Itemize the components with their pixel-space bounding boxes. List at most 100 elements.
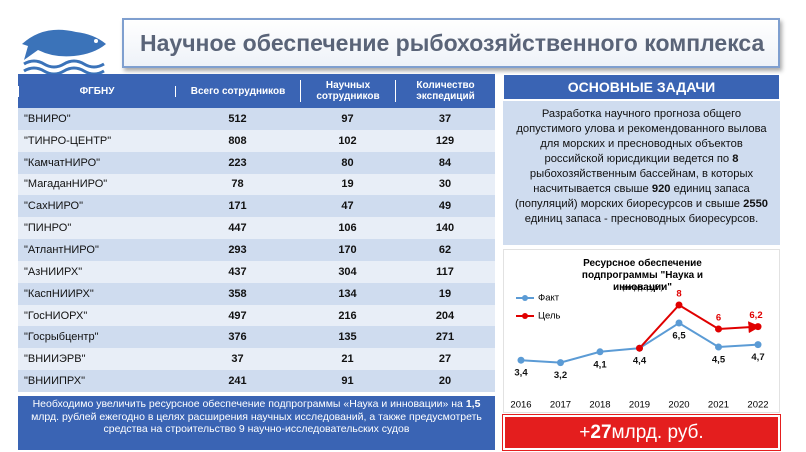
cell: "АзНИИРХ" [24, 265, 83, 278]
legend-label: Цель [538, 311, 561, 322]
data-point [715, 325, 722, 333]
data-label: 4,4 [633, 356, 647, 367]
table-row: "Госрыбцентр" 376 135 271 [18, 326, 495, 349]
cell: 102 [338, 134, 357, 147]
table-row: "ТИНРО-ЦЕНТР" 808 102 129 [18, 129, 495, 152]
data-point [675, 319, 683, 327]
cell: 134 [338, 287, 357, 300]
cell: 304 [338, 265, 357, 278]
data-point [754, 341, 762, 349]
cell: 437 [228, 265, 247, 278]
wave [23, 66, 105, 76]
slide-title: Научное обеспечение рыбохозяйственного к… [122, 18, 780, 68]
cell: 91 [341, 375, 354, 388]
cell: "ВНИИЭРВ" [24, 353, 86, 366]
cell: 271 [435, 331, 455, 344]
table: ФГБНУ Всего сотрудников Научных сотруднико… [18, 74, 495, 392]
cell: 49 [438, 200, 452, 213]
table-row: "АтлантНИРО" 293 170 62 [18, 239, 495, 261]
cell: 293 [228, 243, 247, 256]
data-label: 6,5 [672, 331, 686, 342]
text-part: Необходимо увеличить ресурсное обеспечен… [32, 398, 466, 410]
cell: "Госрыбцентр" [24, 331, 99, 344]
cell: "ВНИРО" [24, 112, 71, 125]
chart-title: Ресурсное обеспечение подпрограммы "Наук… [581, 258, 704, 293]
table-row: "КамчатНИРО" 223 80 84 [18, 151, 495, 174]
cell: 135 [338, 331, 357, 344]
cell: 223 [228, 156, 247, 169]
cell: 20 [438, 375, 452, 388]
cell: 170 [338, 243, 357, 256]
text-part: млрд. рублей ежегодно в целях расширения… [31, 410, 482, 436]
text-part: рыбохозяйственным бассейнам, в которых н… [529, 168, 754, 195]
x-tick-label: 2020 [668, 400, 689, 411]
fish-eye [94, 39, 98, 43]
x-tick-label: 2018 [589, 400, 610, 411]
table-row: "ГосНИОРХ" 497 216 204 [18, 304, 495, 327]
data-label: 4,5 [712, 355, 726, 366]
legend-marker [522, 295, 528, 301]
header-cell: Всего сотрудников [175, 85, 300, 97]
cell: 78 [231, 178, 244, 191]
data-label: 8 [676, 289, 681, 300]
cell: 84 [438, 156, 452, 169]
tasks-title: ОСНОВНЫЕ ЗАДАЧИ [503, 74, 780, 100]
cell: 171 [228, 200, 247, 213]
cell: "СахНИРО" [24, 200, 83, 213]
table-row: "АзНИИРХ" 437 304 117 [18, 260, 495, 283]
total-box: +27 млрд. руб. [503, 415, 780, 450]
cell: "АтлантНИРО" [24, 243, 99, 256]
data-label: 6,2 [749, 310, 762, 321]
text-part: 27 [590, 421, 612, 443]
text-part: 1,5 [465, 398, 481, 410]
data-point [517, 356, 525, 364]
data-point [596, 348, 604, 356]
cell: 62 [438, 243, 452, 256]
tasks-text: Разработка научного прогноза общего допу… [503, 101, 780, 245]
table-row: "МагаданНИРО" 78 19 30 [18, 173, 495, 196]
table-row: "ВНИИЭРВ" 37 21 27 [18, 348, 495, 371]
cell: 97 [341, 112, 354, 125]
wave [23, 59, 105, 69]
data-point [754, 323, 762, 331]
cell: 37 [438, 112, 452, 125]
series-line [638, 303, 761, 349]
legend-marker [522, 313, 528, 319]
text-part: 8 [732, 153, 739, 165]
data-point [715, 343, 722, 351]
chart-plot: 2016 2017 2018 2019 2020 2021 2022 Факт Цель 3,4 3… [510, 289, 768, 411]
fish [22, 29, 106, 60]
data-point [675, 301, 683, 309]
data-label: 3,4 [514, 368, 528, 379]
cell: "МагаданНИРО" [24, 178, 108, 191]
header-cell: Количество экспедиций [395, 80, 495, 102]
cell: 204 [435, 309, 455, 322]
cell: 376 [228, 331, 247, 344]
cell: 47 [341, 200, 354, 213]
text-part: млрд. руб. [611, 421, 704, 443]
x-tick-label: 2022 [747, 400, 768, 411]
text-part: 920 [651, 183, 671, 195]
table-row: "ВНИРО" 512 97 37 [18, 108, 495, 130]
cell: "ТИНРО-ЦЕНТР" [24, 134, 112, 147]
cell: 19 [438, 287, 452, 300]
cell: 129 [435, 134, 455, 147]
cell: 19 [341, 178, 354, 191]
cell: "ГосНИОРХ" [24, 309, 88, 322]
data-label: 4,7 [751, 352, 764, 363]
cell: 497 [228, 309, 247, 322]
data-point [636, 344, 643, 352]
logo [14, 14, 114, 76]
cell: 21 [341, 353, 354, 366]
header-cell: Научных сотрудников [300, 80, 395, 102]
cell: 80 [341, 156, 354, 169]
cell: 808 [228, 134, 247, 147]
table-row: "СахНИРО" 171 47 49 [18, 195, 495, 218]
text-part: Разработка научного прогноза общего допу… [516, 108, 767, 165]
text-part: единиц запаса - пресноводных биоресурсов… [524, 213, 759, 225]
note: Необходимо увеличить ресурсное обеспечен… [18, 396, 495, 450]
cell: 216 [338, 309, 357, 322]
cell: 447 [228, 222, 247, 235]
chart-subtitle: (млрд. руб.) [621, 283, 664, 292]
table-row: "ПИНРО" 447 106 140 [18, 217, 495, 240]
